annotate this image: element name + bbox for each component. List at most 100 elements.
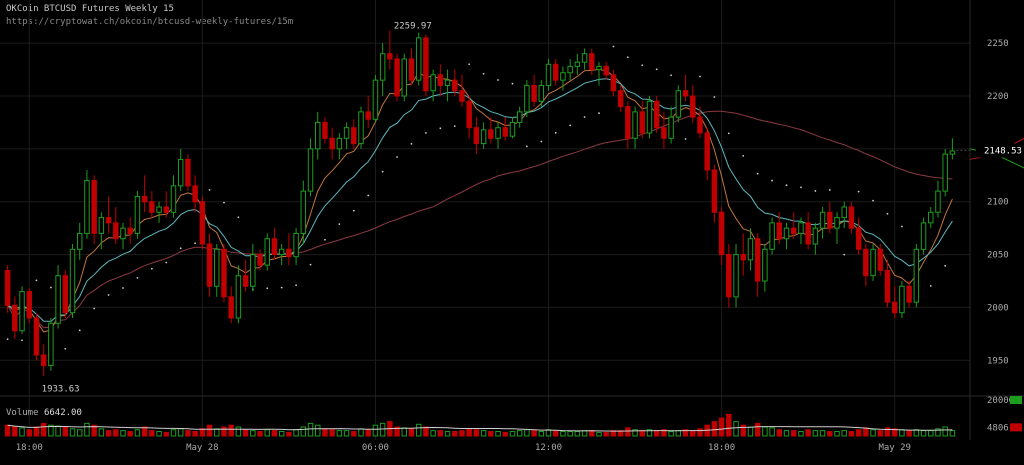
volume-bar-down	[351, 431, 357, 437]
volume-bar-down	[625, 427, 631, 437]
sar-dot	[338, 223, 341, 226]
sar-dot	[929, 285, 932, 287]
candle-up	[762, 248, 768, 282]
candle-up	[733, 254, 739, 298]
candle-up	[69, 248, 76, 314]
candle-up	[170, 185, 177, 213]
sar-dot	[814, 190, 817, 192]
ema-slow-line	[7, 78, 953, 322]
candle-down	[502, 127, 508, 137]
candle-down	[62, 275, 69, 314]
candle-up	[632, 111, 638, 139]
candle-up	[278, 248, 285, 256]
sar-dot	[872, 199, 874, 202]
candle-down	[805, 222, 811, 245]
volume-bar-up	[480, 430, 487, 437]
sar-dot	[828, 189, 831, 191]
candle-up	[675, 90, 682, 118]
candle-up	[538, 84, 545, 102]
volume-bar-down	[726, 413, 732, 437]
volume-bar-up	[98, 428, 105, 437]
volume-label: Volume 6642.00	[6, 408, 82, 418]
volume-bar-up	[401, 427, 408, 437]
candle-up	[495, 127, 501, 139]
volume-bar-up	[415, 423, 422, 437]
candle-down	[740, 254, 746, 261]
volume-bar-up	[336, 430, 343, 437]
candle-down	[697, 116, 703, 134]
candle-up	[870, 248, 876, 277]
volume-bar-down	[906, 430, 912, 437]
candle-up	[747, 238, 754, 261]
volume-bar-up	[798, 431, 804, 437]
candle-down	[459, 90, 465, 102]
volume-bar-up	[841, 430, 847, 437]
candle-up	[567, 65, 573, 74]
volume-bar-down	[776, 429, 783, 437]
x-tick-label: May 28	[186, 443, 219, 453]
volume-bar-down	[697, 428, 703, 437]
volume-bar-up	[444, 431, 451, 437]
candle-up	[444, 79, 451, 86]
sar-dot	[280, 286, 283, 289]
candle-up	[379, 53, 386, 81]
volume-bar-up	[733, 421, 739, 437]
candle-up	[264, 238, 270, 266]
ema-fast-line	[7, 68, 953, 333]
candles	[4, 30, 956, 377]
sar-dot	[295, 284, 297, 287]
x-tick-label: 06:00	[362, 443, 389, 453]
volume-bar-up	[574, 431, 581, 437]
candle-up	[783, 227, 790, 240]
sar-dot	[843, 253, 846, 256]
candle-down	[603, 65, 609, 76]
candle-down	[877, 248, 884, 271]
candle-down	[863, 248, 869, 277]
sar-dot	[699, 75, 701, 78]
sar-dot	[122, 287, 124, 289]
sar-dot	[93, 307, 96, 310]
candle-up	[545, 63, 552, 86]
volume-bar-down	[4, 424, 11, 437]
volume-bar-down	[365, 429, 371, 437]
volume-bar-up	[264, 429, 270, 437]
volume-bar-up	[314, 424, 321, 437]
volume-bar-up	[942, 426, 948, 437]
volume-bar-down	[199, 428, 206, 437]
volume-bar-down	[105, 430, 112, 437]
y-tick-label: 2100	[987, 198, 1009, 208]
candle-up	[928, 211, 934, 224]
volume-bar-up	[84, 422, 90, 437]
volume-bar-up	[516, 430, 523, 437]
volume-bar-up	[899, 429, 905, 437]
sar-dot	[756, 172, 759, 175]
candle-down	[718, 211, 725, 256]
volume-bar-up	[430, 430, 436, 437]
candle-down	[653, 100, 660, 129]
candle-down	[329, 137, 335, 150]
sar-dot	[165, 261, 168, 264]
sar-dot	[6, 338, 9, 341]
sar-dot	[857, 190, 860, 193]
volume-bar-up	[928, 430, 934, 437]
volume-bar-up	[632, 429, 638, 437]
sar-dot	[771, 179, 773, 182]
volume-bar-up	[675, 430, 682, 437]
candle-down	[127, 227, 133, 234]
sar-dot	[179, 247, 182, 250]
sar-dot	[309, 263, 312, 266]
volume-bar-up	[596, 431, 602, 437]
candle-down	[163, 206, 170, 213]
candle-up	[76, 232, 83, 250]
candle-up	[668, 116, 674, 139]
candle-down	[726, 254, 732, 298]
volume-bar-down	[877, 430, 884, 437]
volume-bar-up	[935, 428, 941, 437]
last-price-box	[976, 143, 1020, 158]
volume-bar-up	[55, 425, 61, 437]
volume-bar-down	[603, 431, 609, 437]
sar-dot	[641, 64, 644, 67]
sar-dot	[612, 45, 615, 48]
candle-down	[149, 201, 155, 213]
